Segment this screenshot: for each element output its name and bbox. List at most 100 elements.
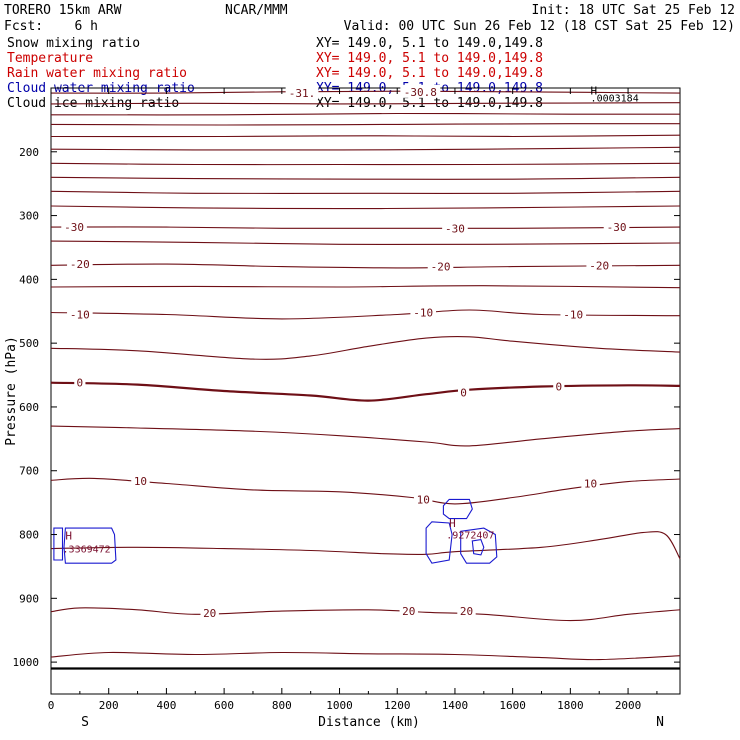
isotherm-label-bg [410, 305, 437, 319]
isotherm-minus-36 [50, 176, 681, 180]
isotherm-label-bg [74, 375, 86, 389]
forecast-hour: Fcst: 6 h [4, 19, 98, 34]
x-tick-label: 1200 [384, 699, 411, 712]
cloud-water-layer [53, 498, 498, 564]
x-tick-label: 1800 [557, 699, 584, 712]
direction-north: N [656, 715, 664, 730]
isotherm-minus-50 [50, 112, 681, 116]
high-value-label: .0003184 [591, 93, 639, 104]
isotherm-5 [50, 425, 681, 447]
x-tick-label: 1000 [326, 699, 353, 712]
isotherm-label-bg [400, 84, 441, 98]
cloud-water-contour [63, 527, 117, 564]
isotherm-label-bg [586, 258, 613, 272]
isotherm-minus-34 [50, 190, 681, 194]
y-tick-label: 500 [19, 337, 39, 350]
init-time: Init: 18 UTC Sat 25 Feb 12 [532, 3, 736, 18]
x-tick-label: 400 [156, 699, 176, 712]
y-tick-label: 1000 [13, 656, 40, 669]
y-tick-label: 400 [19, 273, 39, 286]
cloud-water-contour [53, 527, 64, 561]
isotherm-label-bg [603, 220, 630, 234]
isotherm-label: -20 [431, 261, 451, 274]
isotherm-label: -10 [70, 308, 90, 321]
isotherm-minus-55 [50, 102, 681, 105]
legend-xy-snow: XY= 149.0, 5.1 to 149.0,149.8 [316, 36, 543, 51]
isotherm-minus-40 [50, 146, 681, 151]
plot-frame [50, 87, 681, 695]
isotherm-label: -30 [445, 222, 465, 235]
isotherm-label-bg [560, 307, 587, 321]
isotherm-label-bg [581, 476, 600, 490]
isotherm-label: -30 [64, 221, 84, 234]
y-tick-label: 300 [19, 210, 39, 223]
x-tick-label: 2000 [615, 699, 642, 712]
isotherm-minus-42 [50, 134, 681, 138]
isotherm-label-bg [414, 492, 433, 506]
isotherm-label-bg [399, 604, 418, 618]
high-marker: H [591, 84, 598, 97]
isotherm-label-bg [200, 605, 219, 619]
x-axis-title: Distance (km) [318, 715, 420, 730]
model-name: TORERO 15km ARW [4, 3, 122, 18]
isotherm-label-bg [553, 379, 565, 393]
isotherm-label-bg [285, 86, 319, 100]
isotherm-label: 10 [134, 475, 147, 488]
isotherm-minus-30 [50, 226, 681, 229]
legend-label-snow: Snow mixing ratio [7, 36, 140, 51]
isotherm-20 [50, 607, 681, 622]
x-tick-label: 1400 [442, 699, 469, 712]
isotherm-label: 10 [417, 493, 430, 506]
isotherm-minus-45 [50, 123, 681, 126]
isotherm-label-bg [458, 385, 470, 399]
isotherm-label: 0 [460, 386, 467, 399]
high-value-label: .9272407 [446, 530, 494, 541]
isotherm-minus-38 [50, 162, 681, 166]
isotherm-label: -31. [289, 87, 316, 100]
isotherm-label: 20 [460, 605, 473, 618]
center-name: NCAR/MMM [225, 3, 288, 18]
legend-label-temperature: Temperature [7, 51, 93, 66]
y-tick-label: 600 [19, 401, 39, 414]
isotherm-minus-32 [50, 205, 681, 210]
axis-layer: 0 200 400 600 800 1000 1200 1400 1600 1800 2000200… [13, 88, 680, 712]
y-tick-label: 900 [19, 592, 39, 605]
high-marker: H [449, 517, 456, 530]
isotherm-label-bg [61, 220, 87, 234]
isotherm-layer [50, 90, 681, 661]
isotherm-label: 10 [584, 477, 597, 490]
y-tick-label: 200 [19, 146, 39, 159]
isotherm-label: 20 [402, 605, 415, 618]
y-axis-title: Pressure (hPa) [4, 336, 19, 446]
isotherm-label: -10 [563, 308, 583, 321]
valid-time: Valid: 00 UTC Sun 26 Feb 12 (18 CST Sat … [344, 19, 735, 34]
isotherm-label-bg [457, 604, 476, 618]
isotherm-25 [50, 651, 681, 661]
isotherm-label: -10 [413, 307, 433, 320]
isotherm-label: -20 [70, 258, 90, 271]
cloud-water-contour [425, 521, 453, 564]
cloud-water-contour [471, 538, 485, 556]
high-marker: H [65, 530, 72, 543]
isotherm-minus-60 [50, 90, 681, 94]
isotherm-label: -30.8 [404, 86, 437, 99]
isotherm-label: 0 [556, 381, 563, 394]
isotherm-label: 20 [203, 607, 216, 620]
isotherm-label-bg [67, 307, 93, 321]
x-tick-label: 800 [272, 699, 292, 712]
legend-xy-temperature: XY= 149.0, 5.1 to 149.0,149.8 [316, 51, 543, 66]
isotherm-minus-15 [50, 285, 681, 289]
isotherm-minus-25 [50, 240, 681, 246]
x-tick-label: 0 [48, 699, 55, 712]
x-tick-label: 600 [214, 699, 234, 712]
contour-label-layer: -31. -30.8 -30 -30 -30 -20 -20 -20 -10 -10 -10 0 0 0 1… [61, 84, 639, 620]
isotherm-label-bg [427, 259, 454, 273]
isotherm-minus-20 [50, 263, 681, 269]
legend-label-rain: Rain water mixing ratio [7, 66, 187, 81]
isotherm-label-bg [442, 221, 468, 235]
direction-south: S [81, 715, 89, 730]
isotherm-label: -20 [589, 259, 609, 272]
isotherm-0 [50, 381, 681, 402]
isotherm-label-bg [67, 257, 93, 271]
